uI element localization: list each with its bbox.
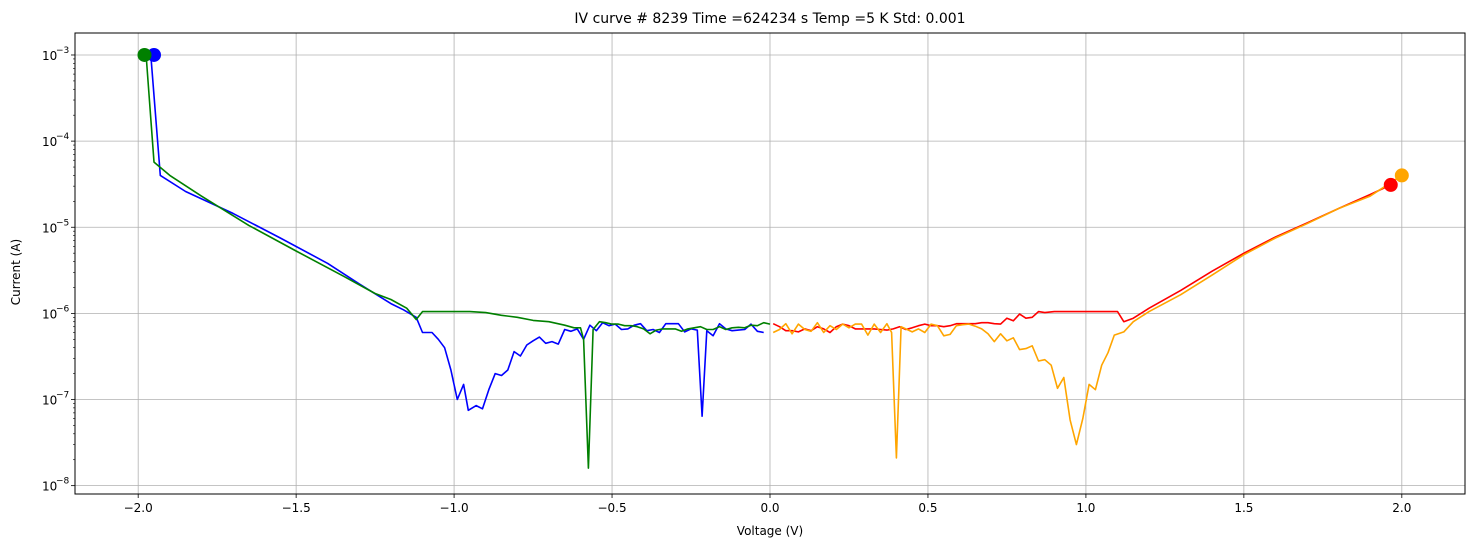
series-end-marker-3 bbox=[1394, 168, 1409, 183]
series-line-0 bbox=[150, 54, 764, 418]
x-tick-label: 2.0 bbox=[1392, 501, 1411, 515]
y-tick-exponent: −5 bbox=[56, 218, 69, 228]
y-tick-label: 10−3 bbox=[42, 46, 69, 63]
end-markers bbox=[137, 47, 1409, 192]
y-tick-exponent: −8 bbox=[56, 477, 70, 487]
x-tick-label: 0.0 bbox=[760, 501, 779, 515]
y-tick-label: 10−5 bbox=[42, 218, 69, 235]
y-tick-base: 10 bbox=[42, 135, 57, 149]
series-line-2 bbox=[772, 184, 1392, 334]
x-tick-label: 0.5 bbox=[918, 501, 937, 515]
x-tick-label: 1.5 bbox=[1234, 501, 1253, 515]
series-lines bbox=[145, 54, 1403, 469]
y-axis-ticks: 10−310−410−510−610−710−8 bbox=[42, 46, 75, 494]
y-tick-base: 10 bbox=[42, 394, 57, 408]
y-tick-exponent: −7 bbox=[56, 391, 69, 401]
series-line-3 bbox=[772, 174, 1403, 459]
y-tick-label: 10−7 bbox=[42, 391, 69, 408]
y-axis-label: Current (A) bbox=[9, 239, 23, 305]
y-tick-base: 10 bbox=[42, 221, 57, 235]
x-axis-ticks: −2.0 −1.5 −1.0 −0.5 0.0 0.5 1.0 1.5 2.0 bbox=[124, 494, 1411, 515]
y-tick-label: 10−4 bbox=[42, 132, 70, 149]
x-tick-label: −1.5 bbox=[282, 501, 311, 515]
y-tick-label: 10−8 bbox=[42, 477, 70, 494]
y-tick-exponent: −4 bbox=[56, 132, 70, 142]
y-tick-label: 10−6 bbox=[42, 304, 70, 321]
series-line-1 bbox=[145, 54, 771, 469]
y-tick-base: 10 bbox=[42, 480, 57, 494]
x-tick-label: 1.0 bbox=[1076, 501, 1095, 515]
y-tick-base: 10 bbox=[42, 307, 57, 321]
y-tick-base: 10 bbox=[42, 49, 57, 63]
series-end-marker-2 bbox=[1383, 177, 1398, 192]
x-tick-label: −0.5 bbox=[597, 501, 626, 515]
y-tick-exponent: −6 bbox=[56, 304, 70, 314]
y-tick-exponent: −3 bbox=[56, 46, 69, 56]
x-axis-label: Voltage (V) bbox=[737, 524, 803, 538]
series-end-marker-1 bbox=[137, 47, 152, 62]
chart-title: IV curve # 8239 Time =624234 s Temp =5 K… bbox=[574, 11, 965, 27]
x-tick-label: −1.0 bbox=[440, 501, 469, 515]
grid-lines bbox=[75, 33, 1465, 494]
x-tick-label: −2.0 bbox=[124, 501, 153, 515]
